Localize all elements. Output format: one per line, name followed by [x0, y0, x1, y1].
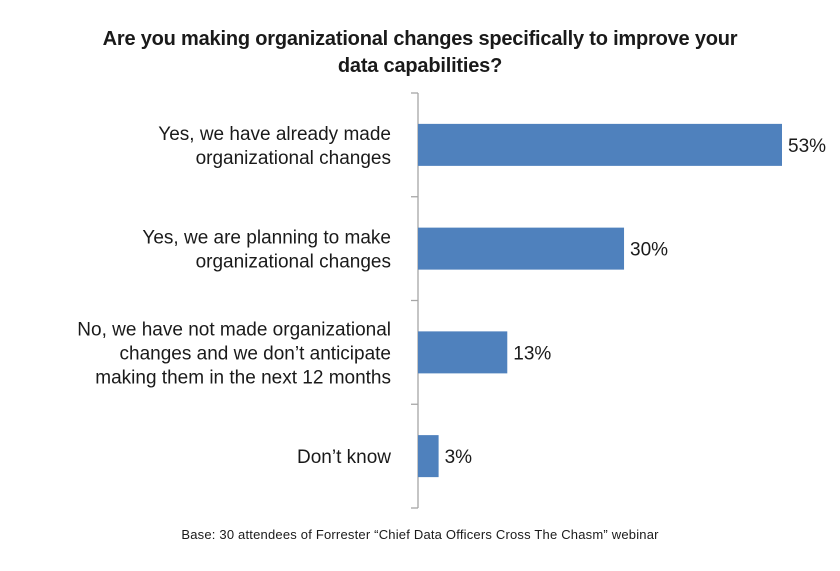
bar: [418, 123, 782, 166]
data-label: 30%: [630, 240, 668, 261]
bar: [418, 227, 625, 270]
chart-title-line-2: data capabilities?: [337, 55, 503, 77]
bar: [418, 331, 508, 374]
category-label: No, we have not made organizational: [77, 319, 391, 340]
category-label: Don’t know: [297, 447, 391, 468]
category-label: organizational changes: [196, 148, 391, 169]
data-label: 3%: [445, 447, 473, 468]
category-label: Yes, we are planning to make: [142, 228, 391, 249]
category-label: organizational changes: [196, 252, 391, 273]
chart-title-line-1: Are you making organizational changes sp…: [102, 28, 738, 50]
data-label: 53%: [788, 136, 826, 157]
chart-footnote: Base: 30 attendees of Forrester “Chief D…: [181, 527, 659, 542]
chart-title: Are you making organizational changes sp…: [60, 26, 780, 80]
category-label: making them in the next 12 months: [95, 367, 391, 388]
data-label: 13%: [513, 343, 551, 364]
category-label: Yes, we have already made: [158, 124, 391, 145]
bar: [418, 435, 439, 478]
category-label: changes and we don’t anticipate: [120, 343, 391, 364]
